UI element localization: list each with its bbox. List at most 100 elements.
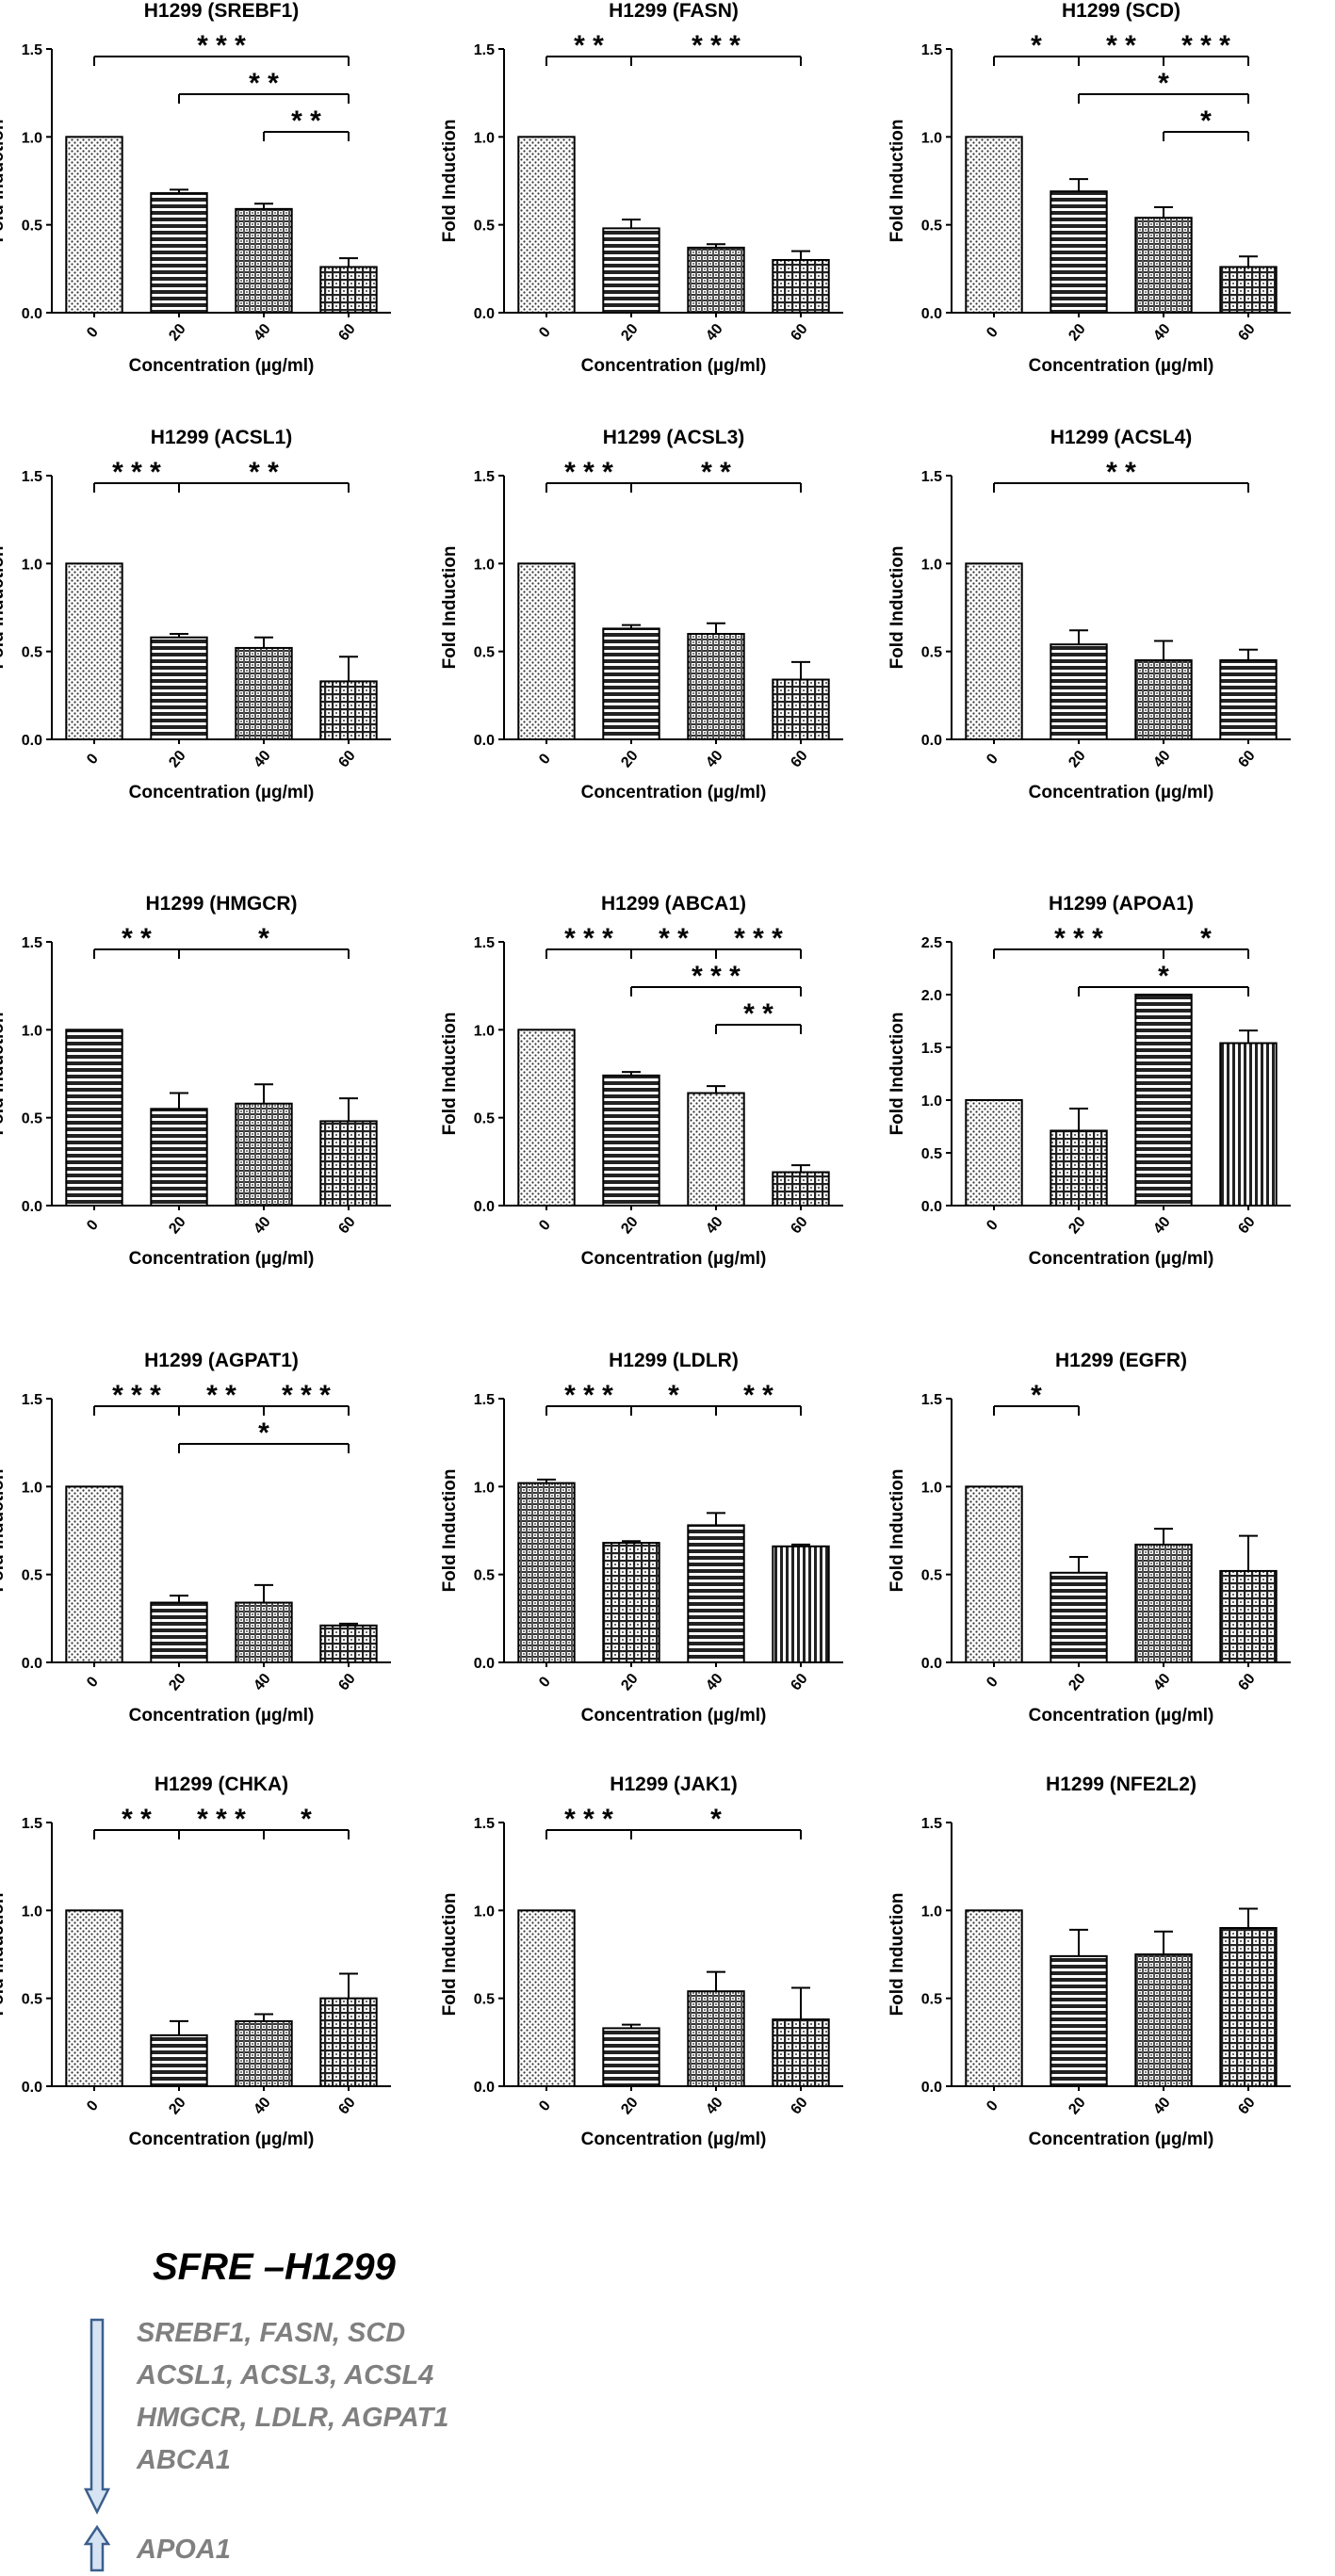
chart-6: H1299 (ACSL4) 0.0 0.5 1.0 1.5 Fold Induction 0… — [887, 427, 1291, 802]
x-axis-title: Concentration (µg/ml) — [581, 356, 767, 376]
y-tick-label: 0.0 — [22, 1199, 42, 1215]
bar — [319, 1120, 378, 1207]
y-tick-label: 0.0 — [921, 733, 942, 749]
x-tick-label: 60 — [335, 748, 359, 771]
y-tick-label: 1.0 — [474, 1480, 495, 1496]
y-tick-label: 0.0 — [921, 1199, 942, 1215]
bar — [687, 1092, 745, 1207]
y-tick-label: 1.5 — [921, 1392, 942, 1408]
significance-label: * — [1158, 68, 1169, 99]
y-axis-title: Fold Induction — [440, 1469, 460, 1593]
bar — [602, 2027, 660, 2087]
chart-11: H1299 (LDLR) 0.0 0.5 1.0 1.5 Fold Induction 0 2… — [440, 1350, 843, 1725]
x-tick-label: 20 — [618, 1671, 642, 1694]
y-tick-label: 1.5 — [22, 935, 42, 951]
chart-title: H1299 (SREBF1) — [144, 0, 300, 22]
x-tick-label: 60 — [1235, 1671, 1259, 1694]
x-tick-label: 0 — [536, 2098, 554, 2114]
x-axis-title: Concentration (µg/ml) — [1029, 1249, 1214, 1269]
x-axis-title: Concentration (µg/ml) — [1029, 1706, 1214, 1725]
y-tick-label: 1.5 — [474, 42, 495, 58]
y-axis-title: Fold Induction — [887, 546, 907, 670]
significance-label: * * — [291, 105, 321, 137]
y-tick-label: 1.0 — [921, 1904, 942, 1920]
y-tick-label: 1.0 — [22, 130, 42, 146]
significance-label: * — [1200, 105, 1212, 137]
y-tick-label: 2.0 — [921, 988, 942, 1004]
y-tick-label: 1.0 — [921, 557, 942, 573]
x-tick-label: 0 — [84, 324, 102, 341]
x-tick-label: 20 — [1066, 2095, 1089, 2118]
summary-up-line-1: APOA1 — [137, 2535, 231, 2565]
x-tick-label: 0 — [84, 1674, 102, 1691]
significance-label: * — [301, 1804, 312, 1835]
bar — [150, 1108, 208, 1207]
bar — [235, 2019, 293, 2088]
up-arrow-icon — [83, 2525, 111, 2572]
bar — [687, 246, 745, 314]
bar — [235, 1601, 293, 1663]
significance-label: * — [668, 1380, 679, 1411]
y-tick-label: 1.5 — [22, 1392, 42, 1408]
bar — [150, 1601, 208, 1663]
y-tick-label: 0.0 — [474, 306, 495, 322]
x-axis-title: Concentration (µg/ml) — [581, 1249, 767, 1269]
chart-title: H1299 (NFE2L2) — [1046, 1774, 1197, 1795]
x-tick-label: 40 — [703, 748, 726, 771]
chart-4: H1299 (ACSL1) 0.0 0.5 1.0 1.5 Fold Induction 0… — [0, 427, 391, 802]
y-tick-label: 1.0 — [474, 557, 495, 573]
bar — [65, 136, 123, 314]
chart-title: H1299 (LDLR) — [609, 1350, 739, 1371]
bar — [602, 1542, 660, 1663]
bar — [772, 1545, 830, 1664]
x-axis-title: Concentration (µg/ml) — [129, 1706, 315, 1725]
x-tick-label: 60 — [335, 1671, 359, 1694]
x-axis-title: Concentration (µg/ml) — [581, 783, 767, 802]
x-tick-label: 0 — [984, 751, 1001, 768]
y-tick-label: 1.0 — [474, 1023, 495, 1039]
x-tick-label: 20 — [166, 1214, 189, 1238]
bar — [65, 562, 123, 740]
summary-down-line-2: ACSL1, ACSL3, ACSL4 — [137, 2360, 434, 2390]
chart-title: H1299 (APOA1) — [1049, 893, 1194, 915]
significance-label: * * — [122, 1804, 152, 1835]
y-axis-title: Fold Induction — [0, 120, 8, 243]
significance-label: * * * — [197, 30, 246, 61]
x-tick-label: 0 — [536, 324, 554, 341]
significance-label: * * — [249, 68, 279, 99]
chart-title: H1299 (ABCA1) — [601, 893, 746, 915]
bar — [235, 207, 293, 314]
significance-label: * * * — [564, 923, 613, 954]
significance-label: * — [1031, 1380, 1042, 1411]
bar — [965, 136, 1023, 314]
y-axis-title: Fold Induction — [887, 120, 907, 243]
x-tick-label: 0 — [536, 1217, 554, 1234]
x-tick-label: 0 — [84, 1217, 102, 1234]
significance-label: * — [258, 923, 269, 954]
x-axis-title: Concentration (µg/ml) — [581, 2130, 767, 2149]
y-tick-label: 1.0 — [921, 1480, 942, 1496]
chart-8: H1299 (ABCA1) 0.0 0.5 1.0 1.5 Fold Induction 0… — [440, 893, 843, 1269]
significance-label: * * — [1106, 30, 1136, 61]
x-tick-label: 60 — [788, 321, 811, 345]
bar — [687, 1524, 745, 1664]
chart-3: H1299 (SCD) 0.0 0.5 1.0 1.5 Fold Induction 0 20… — [887, 0, 1291, 376]
y-tick-label: 1.0 — [22, 1904, 42, 1920]
y-tick-label: 1.5 — [921, 1041, 942, 1057]
y-tick-label: 1.0 — [474, 1904, 495, 1920]
y-axis-title: Fold Induction — [887, 1013, 907, 1136]
x-tick-label: 60 — [1235, 748, 1259, 771]
y-tick-label: 1.5 — [22, 469, 42, 485]
bar — [1219, 1042, 1278, 1207]
significance-label: * * * — [564, 457, 613, 488]
x-tick-label: 40 — [251, 1671, 274, 1694]
bar — [1050, 643, 1108, 741]
y-tick-label: 0.0 — [474, 1199, 495, 1215]
y-tick-label: 0.5 — [474, 219, 495, 235]
chart-title: H1299 (FASN) — [609, 0, 739, 22]
bar — [1219, 1569, 1278, 1664]
significance-label: * * * — [112, 1380, 161, 1411]
x-tick-label: 60 — [1235, 2095, 1259, 2118]
y-tick-label: 0.5 — [474, 1111, 495, 1127]
significance-label: * * * — [564, 1380, 613, 1411]
